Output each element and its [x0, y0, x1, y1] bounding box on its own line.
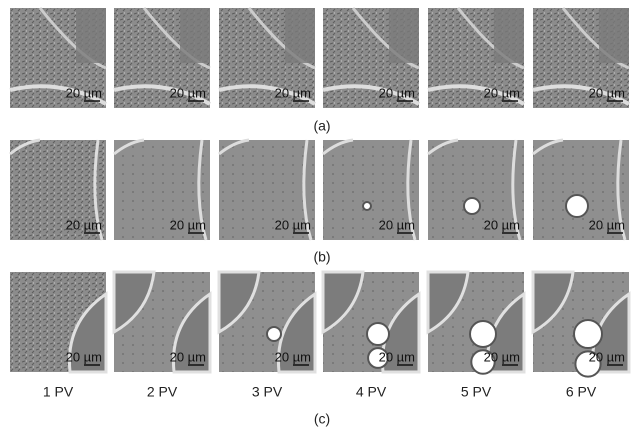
scale-label: 20 µm	[589, 85, 625, 100]
column-label: 5 PV	[461, 384, 492, 400]
scale-label: 20 µm	[170, 85, 206, 100]
scale-label: 20 µm	[484, 349, 520, 364]
row-label: (b)	[313, 249, 330, 265]
micrograph-panel: 20 µm	[114, 8, 210, 108]
scale-label: 20 µm	[170, 217, 206, 232]
micrograph-panel: 20 µm	[114, 272, 210, 372]
grain	[180, 8, 210, 63]
grain	[494, 8, 524, 63]
bubble	[470, 321, 496, 347]
micrograph-panel: 20 µm	[323, 272, 419, 372]
scale-label: 20 µm	[275, 85, 311, 100]
scale-label: 20 µm	[379, 217, 415, 232]
scale-label: 20 µm	[275, 349, 311, 364]
column-label: 4 PV	[356, 384, 387, 400]
bubble	[367, 323, 389, 345]
grain	[599, 8, 629, 63]
micrograph-panel: 20 µm	[219, 140, 315, 240]
column-label: 1 PV	[43, 384, 74, 400]
scale-label: 20 µm	[66, 85, 102, 100]
bubble	[363, 202, 371, 210]
micrograph-panel: 20 µm	[219, 8, 315, 108]
bubble	[566, 195, 588, 217]
row-label: (c)	[314, 411, 330, 427]
micrograph-panel: 20 µm	[428, 8, 524, 108]
scale-label: 20 µm	[589, 217, 625, 232]
micrograph-panel: 20 µm	[533, 272, 629, 377]
scale-label: 20 µm	[379, 85, 415, 100]
column-label: 2 PV	[147, 384, 178, 400]
micrograph-panel: 20 µm	[533, 140, 629, 240]
scale-label: 20 µm	[589, 349, 625, 364]
scale-label: 20 µm	[66, 349, 102, 364]
micrograph-panel: 20 µm	[323, 140, 419, 240]
micrograph-panel: 20 µm	[428, 272, 524, 374]
micrograph-panel: 20 µm	[428, 140, 524, 240]
micrograph-panel: 20 µm	[10, 272, 106, 372]
bubble	[574, 320, 602, 348]
scale-label: 20 µm	[484, 85, 520, 100]
scale-label: 20 µm	[484, 217, 520, 232]
grain	[285, 8, 315, 63]
scale-label: 20 µm	[275, 217, 311, 232]
scale-label: 20 µm	[170, 349, 206, 364]
micrograph-panel: 20 µm	[114, 140, 210, 240]
scale-label: 20 µm	[66, 217, 102, 232]
bubble	[464, 198, 480, 214]
bubble	[267, 327, 281, 341]
micrograph-panel: 20 µm	[10, 140, 106, 240]
grain	[76, 8, 106, 63]
micrograph-panel: 20 µm	[323, 8, 419, 108]
grain	[389, 8, 419, 63]
figure: 20 µm 20 µm 20 µm 20 µm 20 µm 20 µm (a) 20 µm 20…	[0, 0, 638, 432]
micrograph-panel: 20 µm	[219, 272, 315, 372]
scale-label: 20 µm	[379, 349, 415, 364]
column-label: 3 PV	[252, 384, 283, 400]
micrograph-panel: 20 µm	[10, 8, 106, 108]
row-label: (a)	[313, 118, 330, 134]
micrograph-panel: 20 µm	[533, 8, 629, 108]
column-label: 6 PV	[566, 384, 597, 400]
